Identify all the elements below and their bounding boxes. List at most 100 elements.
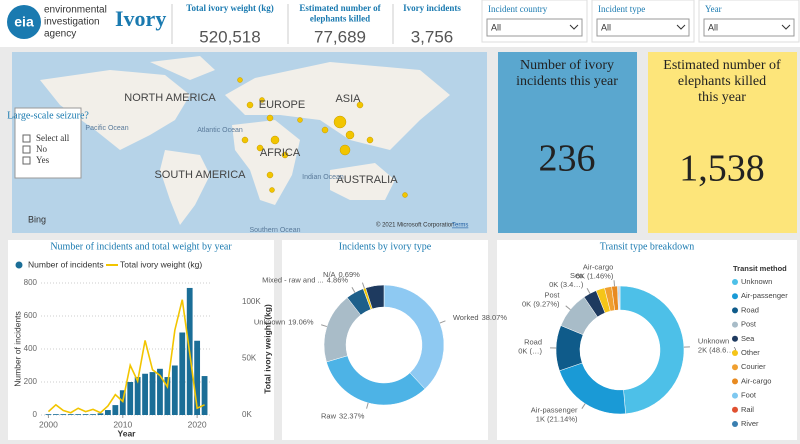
land	[225, 62, 450, 150]
dropdown[interactable]	[703, 18, 795, 37]
slice-label: 0K (9.27%)	[522, 300, 560, 309]
y-tick-label: 0	[33, 410, 38, 419]
legend-swatch	[732, 378, 738, 385]
org-name: investigation	[44, 17, 100, 28]
org-name: environmental	[44, 5, 107, 16]
logo: eia	[14, 14, 34, 30]
map-label: AFRICA	[260, 147, 301, 159]
legend-label: River	[741, 419, 759, 428]
land	[150, 56, 215, 80]
y2-tick-label: 0K	[242, 410, 252, 419]
page-title: Ivory	[115, 6, 166, 31]
chart-title: Incidents by ivory type	[339, 241, 432, 252]
leader-line	[361, 282, 365, 289]
dropdown[interactable]	[596, 18, 690, 37]
legend-swatch	[732, 406, 738, 413]
y-tick-label: 200	[24, 377, 38, 386]
map-terms[interactable]: Terms	[452, 223, 468, 229]
slice-text: Unknown	[254, 317, 285, 326]
slice-label: Mixed - raw and ... 4.86%	[262, 275, 348, 284]
legend-label: Road	[741, 305, 759, 314]
slice-category: Air-passenger	[531, 405, 578, 414]
slicer-option: Yes	[36, 155, 50, 165]
y2-tick-label: 50K	[242, 354, 257, 363]
card-value: 1,538	[679, 148, 765, 190]
legend-swatch	[732, 293, 738, 300]
legend-label: Other	[741, 348, 760, 357]
bar	[194, 340, 201, 415]
card-title: Number of ivory incidents this year	[516, 58, 618, 89]
legend-swatch	[15, 261, 23, 269]
card	[648, 52, 797, 233]
slice-text: 0.69%	[339, 270, 361, 279]
slice-text: 4.86%	[327, 275, 349, 284]
slice-label: Raw 32.37%	[321, 411, 365, 420]
card-value: 236	[539, 138, 596, 180]
slicer-title: Large-scale seizure?	[7, 110, 89, 121]
land	[232, 120, 300, 205]
org-name: agency	[44, 29, 76, 40]
kpi-value: 3,756	[411, 27, 454, 46]
slice-label: 2K (48.6…)	[698, 346, 737, 355]
leader-line	[366, 402, 369, 409]
legend-swatch	[732, 321, 738, 328]
y-axis-label: Number of incidents	[12, 311, 22, 387]
slicer-option: No	[36, 144, 47, 154]
leader-line	[613, 280, 616, 287]
legend-swatch	[732, 421, 738, 427]
slice-category: Air-cargo	[583, 262, 613, 271]
bar	[112, 405, 119, 415]
bar	[105, 410, 111, 415]
legend-label: Air-passenger	[741, 291, 788, 300]
donut-slice	[619, 285, 621, 311]
slice-text: 32.37%	[339, 411, 365, 420]
y2-tick-label: 100K	[242, 297, 261, 306]
map-attribution: © 2021 Microsoft Corporation	[376, 222, 454, 229]
checkbox[interactable]	[22, 134, 31, 143]
filter-label: Year	[705, 4, 722, 14]
legend-swatch	[732, 392, 738, 399]
legend-swatch	[732, 350, 738, 356]
checkbox[interactable]	[22, 145, 31, 154]
legend-label: Unknown	[741, 277, 772, 286]
map-brand: Bing	[28, 214, 46, 224]
map-label: Indian Ocean	[302, 174, 344, 181]
leader-line	[321, 324, 328, 328]
leader-line	[565, 305, 571, 310]
slice-label: 1K (21.14%)	[536, 414, 578, 423]
bar	[134, 377, 141, 415]
y-tick-label: 600	[24, 311, 38, 320]
dropdown-value: All	[708, 22, 718, 32]
kpi-value: 77,689	[314, 27, 366, 46]
checkbox[interactable]	[22, 156, 31, 165]
legend-label: Total ivory weight (kg)	[120, 259, 202, 269]
slice-label: Unknown 19.06%	[254, 317, 314, 326]
slice-label: 0K (…)	[518, 347, 542, 356]
map-label: ASIA	[335, 93, 361, 105]
incident-dots	[237, 77, 408, 198]
filter-label: Incident type	[598, 4, 645, 14]
slicer-panel	[14, 107, 82, 179]
map-label: Atlantic Ocean	[197, 127, 243, 134]
donut-slice	[383, 284, 445, 390]
map-label: AUSTRALIA	[336, 174, 398, 186]
slice-category: Post	[544, 291, 560, 300]
x-tick-label: 2010	[113, 419, 132, 429]
dropdown[interactable]	[486, 18, 583, 37]
logo-circle	[7, 5, 41, 39]
map-label: NORTH AMERICA	[124, 92, 216, 104]
leader-line	[439, 320, 446, 324]
bar	[45, 414, 52, 415]
chart-panel	[8, 240, 274, 440]
dropdown-arrow	[781, 24, 791, 30]
legend-label: Number of incidents	[28, 259, 104, 269]
map-label: Pacific Ocean	[85, 125, 128, 132]
land	[330, 163, 395, 200]
slice-category: Road	[524, 338, 542, 347]
dropdown-value: All	[491, 22, 501, 32]
chart-title: Transit type breakdown	[600, 241, 695, 252]
chart-panel	[282, 240, 488, 440]
bar	[52, 414, 59, 415]
slice-label: Worked 38.07%	[453, 313, 507, 322]
